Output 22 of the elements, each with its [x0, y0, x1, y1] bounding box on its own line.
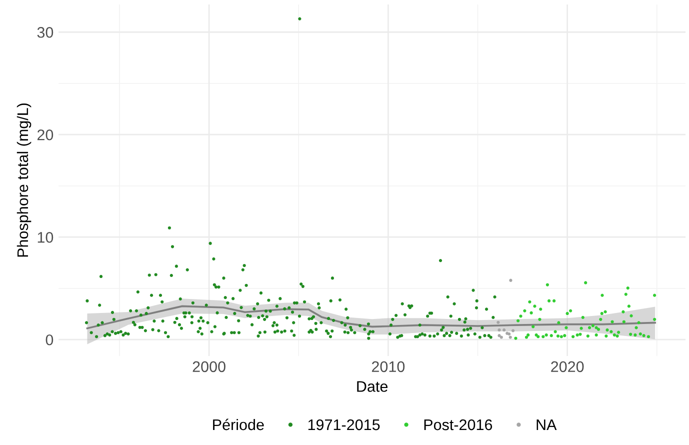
x-tick-label: 2020 [551, 361, 584, 372]
point [502, 328, 506, 332]
point [511, 329, 515, 332]
point [500, 336, 503, 339]
point [498, 328, 501, 332]
y-tick-label: 30 [37, 26, 54, 38]
legend-label: Post-2016 [424, 419, 492, 430]
point [508, 336, 512, 339]
legend-label: NA [536, 420, 557, 430]
legend-label: 1971-2015 [308, 419, 380, 430]
line-series [86, 305, 656, 330]
x-axis-title: Date [357, 381, 388, 392]
y-tick-label: 20 [37, 129, 54, 140]
x-tick-label: 2000 [192, 361, 226, 372]
point [509, 278, 512, 282]
y-tick-label: 10 [38, 232, 54, 243]
legend-title: Période [213, 418, 264, 430]
point [498, 334, 501, 338]
y-tick-label: 0 [46, 334, 54, 346]
x-tick-label: 2010 [372, 361, 405, 372]
point [496, 320, 500, 324]
y-axis-title: Phosphore total (mg/L) [16, 103, 32, 257]
